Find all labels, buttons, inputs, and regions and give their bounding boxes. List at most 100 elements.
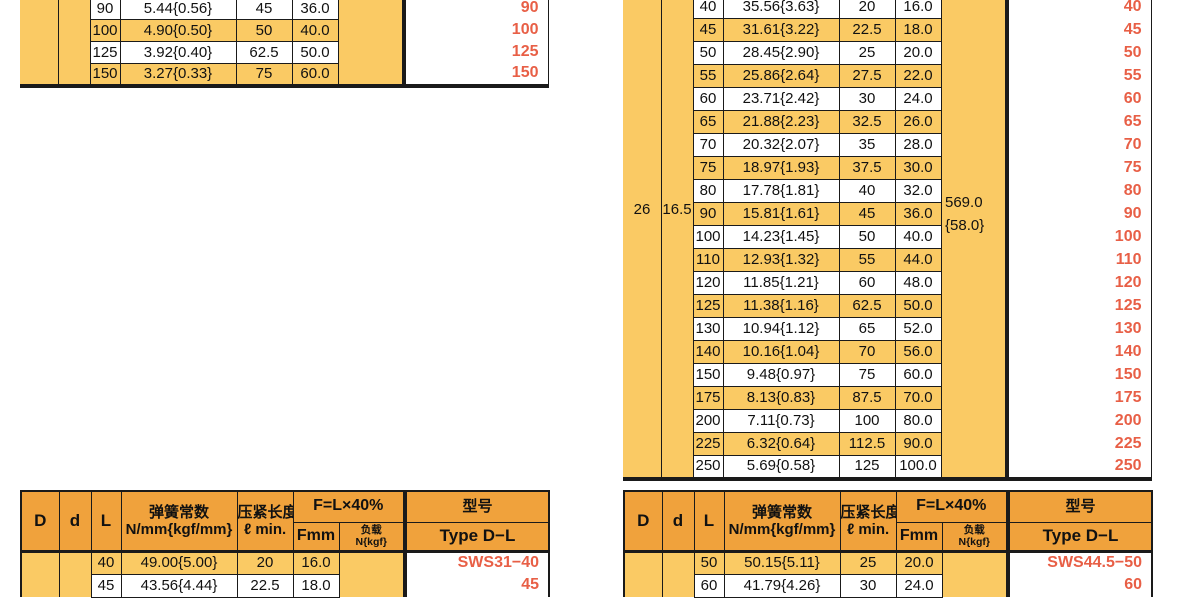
cell-l-min: 27.5: [838, 64, 896, 88]
header-spring-constant-zh: 弹簧常数: [751, 503, 812, 521]
cell-l-min: 65: [838, 317, 896, 341]
cell-load: [940, 156, 1008, 180]
cell-type-number: 150: [1005, 363, 1152, 387]
cell-spring-constant: 20.32{2.07}: [722, 133, 840, 157]
spring-table: D d L 弹簧常数 N/mm{kgf/mm} 压紧长度 ℓ min. F=L×…: [20, 490, 551, 598]
cell-type-number: 70: [1005, 133, 1152, 157]
cell-D: [20, 551, 60, 574]
table-row: 130 10.94{1.12} 65 52.0 130: [623, 317, 1152, 341]
header-formula: F=L×40%: [895, 490, 1009, 523]
table-row: 140 10.16{1.04} 70 56.0 140: [623, 340, 1152, 364]
header-spring-constant-zh: 弹簧常数: [148, 503, 209, 521]
cell-type-number: 140: [1005, 340, 1152, 364]
cell-load: [338, 574, 406, 597]
cell-d: [57, 19, 91, 42]
cell-f-mm: 18.0: [292, 573, 340, 598]
table-row: 100 4.90{0.50} 50 40.0 100: [20, 19, 549, 42]
header-load-zh: 负载: [963, 523, 985, 536]
cell-load: [941, 574, 1009, 597]
cell-D: [623, 574, 663, 597]
cell-l-min: 75: [235, 63, 293, 86]
cell-l-min: 20: [236, 550, 294, 575]
table-body: 90 5.44{0.56} 45 36.0 90 100 4.90{0.50} …: [20, 0, 549, 86]
spring-table-bottom-right: D d L 弹簧常数 N/mm{kgf/mm} 压紧长度 ℓ min. F=L×…: [623, 490, 1154, 598]
cell-l-min: 62.5: [235, 41, 293, 64]
cell-D: [623, 386, 662, 410]
cell-d: [660, 294, 694, 318]
header-f-mm: Fmm: [895, 521, 943, 553]
cell-free-length: 125: [692, 294, 724, 318]
cell-load: [940, 179, 1008, 203]
value-hole-diameter: 16.5: [662, 201, 692, 218]
value-coil-outer-diameter: 26: [633, 201, 651, 218]
cell-spring-constant: 23.71{2.42}: [722, 87, 840, 111]
header-model-en: Type D−L: [403, 521, 550, 553]
spring-table: 40 35.56{3.63} 20 16.0 40 45 31.61{3.22}…: [623, 0, 1152, 481]
cell-spring-constant: 7.11{0.73}: [722, 409, 840, 433]
header-D: D: [623, 490, 663, 553]
cell-D: [623, 294, 662, 318]
cell-d: [57, 63, 91, 86]
cell-type-number: 80: [1005, 179, 1152, 203]
cell-type-number: 75: [1005, 156, 1152, 180]
cell-load: [940, 409, 1008, 433]
table-row: 125 3.92{0.40} 62.5 50.0 125: [20, 41, 549, 64]
cell-type-number: SWS44.5−50: [1006, 551, 1153, 574]
cell-f-mm: 16.0: [894, 0, 942, 19]
cell-type-number: 175: [1005, 386, 1152, 410]
cell-type-number: 90: [1005, 202, 1152, 226]
table-body: 50 50.15{5.11} 25 20.0 SWS44.5−50 60 41.…: [623, 550, 1153, 598]
cell-l-min: 22.5: [236, 573, 294, 598]
header-compressed-length-unit: ℓ min.: [243, 520, 287, 538]
cell-d: [660, 363, 694, 387]
cell-f-mm: 80.0: [894, 409, 942, 433]
cell-free-length: 70: [692, 133, 724, 157]
table-body: 40 35.56{3.63} 20 16.0 40 45 31.61{3.22}…: [623, 0, 1152, 479]
table-row: 100 14.23{1.45} 50 40.0 100: [623, 225, 1152, 249]
cell-D: [623, 64, 662, 88]
cell-f-mm: 70.0: [894, 386, 942, 410]
cell-f-mm: 60.0: [894, 363, 942, 387]
header-L: L: [90, 490, 122, 553]
header-load: 负载 N{kgf}: [338, 521, 406, 553]
cell-d: [660, 156, 694, 180]
cell-type-number: 150: [402, 63, 549, 86]
cell-f-mm: 60.0: [291, 63, 339, 86]
header-D: D: [20, 490, 60, 553]
cell-d: [660, 179, 694, 203]
cell-D: [623, 455, 662, 479]
cell-spring-constant: 5.44{0.56}: [119, 0, 237, 20]
cell-d: [660, 248, 694, 272]
cell-l-min: 45: [838, 202, 896, 226]
cell-d: [660, 225, 694, 249]
cell-free-length: 250: [692, 455, 724, 479]
header-spring-constant-unit: N/mm{kgf/mm}: [728, 520, 836, 538]
cell-f-mm: 44.0: [894, 248, 942, 272]
cell-spring-constant: 14.23{1.45}: [722, 225, 840, 249]
cell-d: [57, 0, 91, 20]
cell-d: [660, 202, 694, 226]
cell-load: [940, 87, 1008, 111]
cell-free-length: 175: [692, 386, 724, 410]
header-compressed-length-zh: 压紧长度: [237, 503, 293, 521]
cell-l-min: 50: [838, 225, 896, 249]
cell-D: [20, 574, 60, 597]
cell-spring-constant: 4.90{0.50}: [119, 19, 237, 42]
cell-type-number: 65: [1005, 110, 1152, 134]
table-row: 225 6.32{0.64} 112.5 90.0 225: [623, 432, 1152, 456]
cell-free-length: 150: [692, 363, 724, 387]
cell-spring-constant: 41.79{4.26}: [723, 573, 841, 598]
cell-D: [623, 156, 662, 180]
table-row: 60 41.79{4.26} 30 24.0 60: [623, 573, 1153, 598]
header-d: d: [661, 490, 695, 553]
cell-f-mm: 40.0: [894, 225, 942, 249]
header-spring-constant: 弹簧常数 N/mm{kgf/mm}: [120, 490, 238, 553]
cell-l-min: 100: [838, 409, 896, 433]
cell-spring-constant: 11.38{1.16}: [722, 294, 840, 318]
header-compressed-length: 压紧长度 ℓ min.: [839, 490, 897, 553]
cell-free-length: 45: [90, 573, 122, 598]
cell-D: [20, 63, 59, 86]
cell-f-mm: 20.0: [894, 41, 942, 65]
table-row: 250 5.69{0.58} 125 100.0 250: [623, 455, 1152, 479]
cell-d: [660, 133, 694, 157]
